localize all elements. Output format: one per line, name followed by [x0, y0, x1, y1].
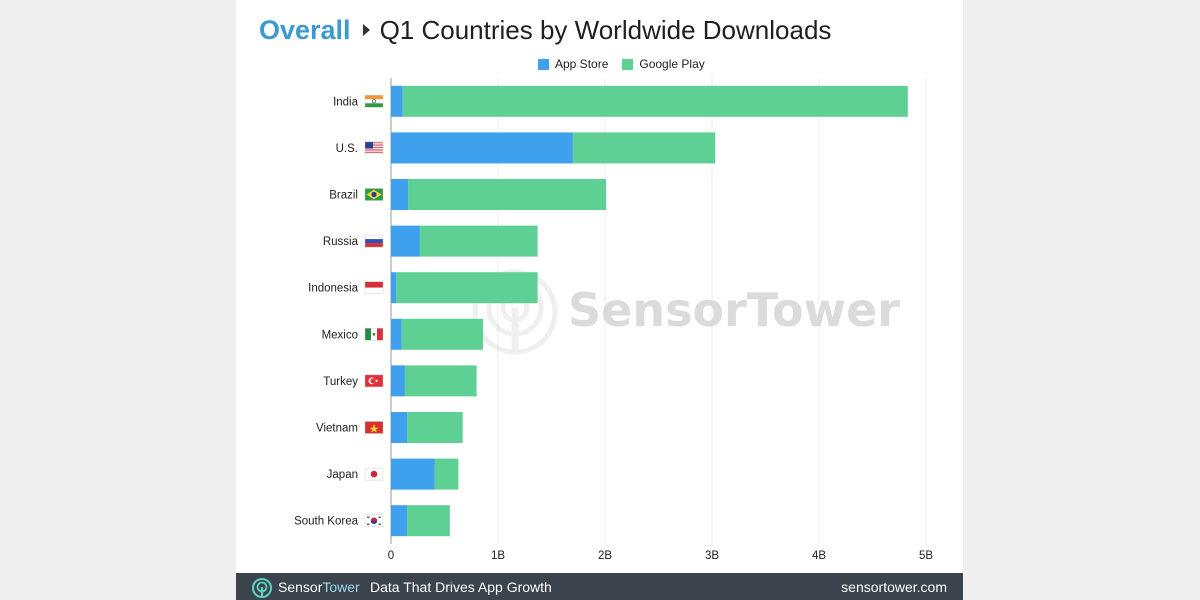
bar-google-play: [434, 458, 459, 490]
indonesia-flag-icon: [364, 281, 384, 294]
category-label: Japan: [327, 469, 358, 481]
bar-app-store: [391, 272, 397, 304]
mexico-flag-icon: [364, 328, 384, 341]
category-label: India: [333, 96, 359, 108]
bar-google-play: [407, 505, 450, 537]
vietnam-flag-icon: [364, 421, 384, 434]
x-tick-label: 4B: [812, 550, 826, 562]
bar-chart: SensorTower India U.S. Brazil Russia Indones…: [294, 78, 934, 562]
x-tick-label: 2B: [598, 550, 612, 562]
x-tick-label: 1B: [491, 550, 505, 562]
bar-app-store: [391, 365, 405, 397]
footer-brand: SensorTower: [278, 579, 360, 595]
bar-google-play: [408, 179, 607, 210]
legend-item-app-store: App Store: [538, 57, 608, 71]
japan-flag-icon: [364, 467, 384, 481]
header: Overall Q1 Countries by Worldwide Downlo…: [259, 12, 831, 48]
legend-swatch-app-store: [538, 58, 549, 70]
bar-app-store: [391, 318, 402, 350]
legend-label-app-store: App Store: [555, 57, 609, 71]
bar-app-store: [391, 225, 420, 257]
category-label: Turkey: [323, 376, 358, 388]
india-flag-icon: [364, 95, 384, 108]
bar-google-play: [401, 318, 484, 350]
legend-swatch-google-play: [622, 58, 634, 70]
category-label: South Korea: [294, 516, 359, 528]
bar-google-play: [572, 132, 716, 164]
category-label: U.S.: [336, 143, 358, 155]
category-label: Brazil: [329, 190, 358, 202]
footer-url: sensortower.com: [841, 579, 947, 595]
x-tick-label: 5B: [919, 550, 933, 562]
category-labels: India U.S. Brazil Russia Indonesia Mexico Turk…: [294, 96, 359, 527]
legend: App Store Google Play: [538, 56, 719, 72]
footer: SensorTower Data That Drives App Growth …: [236, 573, 963, 600]
category-label: Vietnam: [316, 423, 358, 435]
turkey-flag-icon: [364, 374, 384, 388]
x-tick-labels: 0 1B 2B 3B 4B 5B: [388, 550, 934, 562]
bar-app-store: [391, 179, 409, 210]
bar-app-store: [391, 132, 573, 164]
bar-app-store: [391, 412, 408, 443]
bar-app-store: [391, 458, 435, 490]
legend-label-google-play: Google Play: [639, 57, 705, 71]
bar-google-play: [396, 272, 538, 304]
x-tick-label: 3B: [705, 550, 719, 562]
page-title: Q1 Countries by Worldwide Downloads: [379, 14, 832, 45]
bar-google-play: [419, 225, 538, 257]
caret-right-icon: [362, 24, 370, 36]
bars: [391, 85, 908, 537]
bar-app-store: [391, 505, 408, 537]
category-label: Mexico: [322, 329, 358, 341]
footer-brand-a: Sensor: [278, 579, 323, 595]
bar-google-play: [402, 85, 908, 117]
category-label: Russia: [323, 236, 359, 248]
russia-flag-icon: [364, 234, 384, 248]
watermark-text: SensorTower: [568, 283, 900, 337]
footer-brand-b: Tower: [322, 579, 360, 595]
us-flag-icon: [364, 141, 384, 155]
footer-tagline: Data That Drives App Growth: [370, 579, 552, 595]
bar-google-play: [407, 412, 463, 443]
watermark: SensorTower: [472, 269, 900, 355]
legend-item-google-play: Google Play: [622, 57, 705, 71]
bar-google-play: [404, 365, 477, 397]
flags: [364, 95, 384, 527]
brazil-flag-icon: [364, 188, 384, 201]
bar-app-store: [391, 85, 403, 117]
south-korea-flag-icon: [364, 514, 384, 527]
x-tick-label: 0: [388, 550, 394, 562]
sensortower-logo-icon: [252, 578, 272, 598]
category-label: Indonesia: [308, 283, 358, 295]
section-label: Overall: [259, 14, 351, 45]
